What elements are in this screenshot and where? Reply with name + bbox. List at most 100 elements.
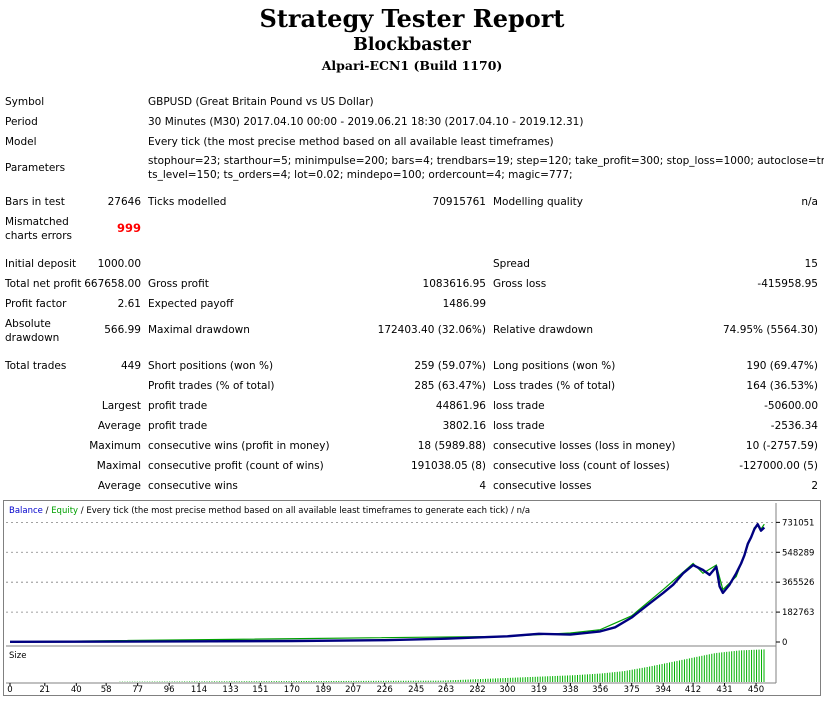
size-bar [723,652,725,682]
size-bar [407,680,409,682]
gross-profit-value: 1083616.95 [422,278,486,290]
time-axis-labels: 0 21 40 58 77 96 114 133 151 170 189 207 226 245 263 28… [7,685,764,695]
x-tick-label: 77 [132,685,143,695]
size-bar [380,680,382,682]
size-bar [213,681,215,682]
size-bar [218,681,220,682]
size-bar [539,676,541,682]
spread-value: 15 [804,258,818,270]
size-bar [616,671,618,682]
maximal-consecutive-loss-label: consecutive loss (count of losses) [493,460,670,472]
size-bar [191,681,193,682]
size-bar [611,672,613,682]
size-bar [308,681,310,682]
average-prefix: Average [97,420,141,432]
size-bar [298,681,300,682]
size-bar [482,678,484,682]
size-bar [746,650,748,682]
size-bar [171,681,173,682]
size-bar [738,650,740,682]
largest-prefix: Largest [101,400,141,412]
size-bar [248,681,250,682]
absolute-drawdown-value: 566.99 [104,324,141,336]
size-bar [758,649,760,682]
size-bar [497,678,499,682]
report-title: Strategy Tester Report [259,4,565,33]
size-bar [733,651,735,682]
size-bar [604,673,606,682]
size-bar [450,680,452,682]
largest-loss-label: loss trade [493,400,545,412]
size-bar [420,680,422,682]
x-tick-label: 58 [101,685,112,695]
size-bar [427,680,429,682]
size-bar [310,681,312,682]
size-bar [223,681,225,682]
max-consecutive-wins-label: consecutive wins (profit in money) [148,440,330,452]
size-bar [718,652,720,682]
size-bar [542,676,544,682]
size-bar [641,667,643,682]
size-bar [440,680,442,682]
size-bar [606,672,608,682]
size-bar [283,681,285,682]
average-consecutive-wins-value: 4 [479,480,486,492]
size-bar [529,677,531,682]
gross-profit-label: Gross profit [148,278,209,290]
size-bar [383,680,385,682]
y-tick-label: 0 [782,638,787,648]
size-bar [507,677,509,682]
size-bar [584,674,586,682]
size-bar [678,660,680,682]
size-bar [572,675,574,682]
size-bar [761,649,763,682]
size-bar [470,679,472,682]
size-bar [335,680,337,682]
x-tick-label: 133 [222,685,238,695]
balance-equity-chart: Balance / Equity / Every tick (the most … [3,500,821,696]
size-bar [467,679,469,682]
max-consecutive-losses-value: 10 (-2757.59) [745,440,818,452]
size-bar [241,681,243,682]
size-bar [370,680,372,682]
size-bar [300,681,302,682]
size-bar [673,661,675,682]
size-bar [253,681,255,682]
size-bar [278,681,280,682]
size-bar [194,681,196,682]
size-bar [514,677,516,682]
x-tick-label: 300 [499,685,515,695]
mismatch-label-1: Mismatched [5,216,69,228]
size-bar [358,680,360,682]
size-bar [706,654,708,682]
size-bar [221,681,223,682]
x-tick-label: 375 [624,685,640,695]
size-bar [629,670,631,682]
size-bar [216,681,218,682]
size-bar [698,656,700,682]
largest-loss-value: -50600.00 [764,400,818,412]
x-tick-label: 431 [716,685,732,695]
size-bar [281,681,283,682]
chart-grid [6,521,780,686]
bars-value: 27646 [107,196,141,208]
absolute-drawdown-label-2: drawdown [5,332,60,344]
size-bar [465,679,467,682]
parameters-line-1: stophour=23; starthour=5; minimpulse=200… [148,155,824,167]
size-bar [748,650,750,682]
price-axis-labels: 731051 548289 365526 182763 0 [782,518,814,648]
size-bar [313,681,315,682]
size-bar [484,678,486,682]
quality-value: n/a [801,196,818,208]
max-consecutive-losses-label: consecutive losses (loss in money) [493,440,676,452]
size-bar [293,681,295,682]
expected-payoff-label: Expected payoff [148,298,234,310]
x-tick-label: 245 [408,685,424,695]
size-bar [631,669,633,682]
maximal-consecutive-loss-value: -127000.00 (5) [739,460,818,472]
size-bar [206,681,208,682]
average-consecutive-losses-label: consecutive losses [493,480,592,492]
size-bar [661,663,663,682]
net-profit-label: Total net profit [5,278,82,290]
long-positions-value: 190 (69.47%) [746,360,818,372]
